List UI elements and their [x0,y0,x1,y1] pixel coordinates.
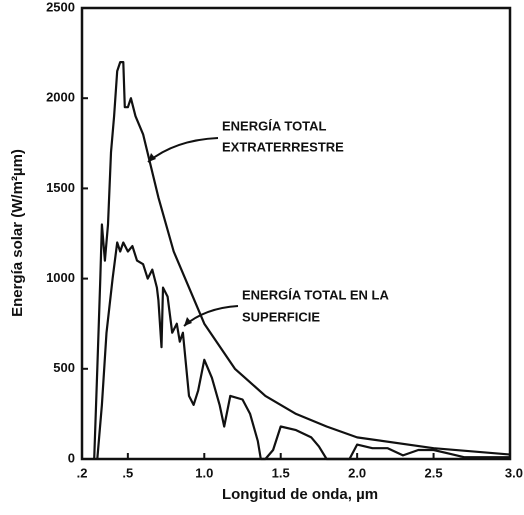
y-tick-label: 0 [68,450,75,465]
x-tick-label: 3.0 [505,465,523,480]
annotation: SUPERFICIE [242,309,320,324]
arrow-head [184,317,192,326]
annotation: ENERGÍA TOTAL EN LA [242,287,389,302]
y-axis-label: Energía solar (W/m²µm) [9,149,26,317]
x-tick-label: 1.0 [195,465,213,480]
series-line [93,61,511,460]
annotation-arrow [147,137,219,163]
annotation: ENERGÍA TOTAL [222,118,327,133]
x-tick-label: 1.5 [272,465,290,480]
y-tick-label: 1000 [46,270,75,285]
x-tick-label: .5 [122,465,133,480]
x-axis-label: Longitud de onda, µm [222,486,378,503]
annotation-arrow [183,305,239,327]
x-tick-label: .2 [77,465,88,480]
annotation: EXTRATERRESTRE [222,139,344,154]
series-line [96,241,510,461]
y-tick-label: 1500 [46,180,75,195]
y-tick-label: 2500 [46,0,75,14]
y-tick-label: 500 [53,360,75,375]
y-tick-label: 2000 [46,90,75,105]
x-tick-label: 2.0 [348,465,366,480]
x-tick-label: 2.5 [425,465,443,480]
plot-frame [80,6,512,461]
